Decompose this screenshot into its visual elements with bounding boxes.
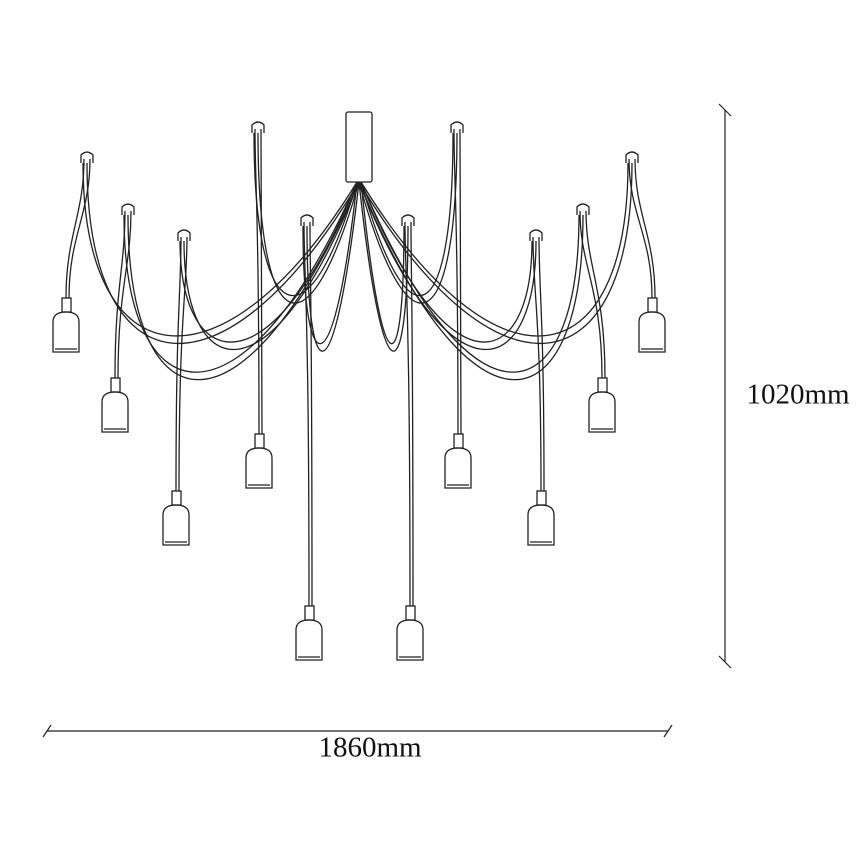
hook: [401, 214, 415, 226]
drop-cable: [410, 221, 414, 607]
dimension-tick: [42, 724, 52, 738]
cable: [183, 181, 360, 350]
socket: [101, 391, 129, 433]
socket: [295, 619, 323, 661]
drop-cable: [178, 236, 188, 492]
socket-neck: [254, 433, 265, 449]
socket-neck: [304, 605, 315, 621]
drop-cable: [585, 210, 606, 379]
hook: [450, 121, 464, 133]
height-label: 1020mm: [746, 379, 850, 411]
dimension-tick: [663, 724, 673, 738]
pendants: [52, 121, 666, 661]
drop-cable: [628, 158, 653, 299]
drop-cable: [260, 128, 263, 435]
socket-neck: [647, 297, 658, 313]
drop-cable: [579, 210, 603, 379]
socket-neck: [61, 297, 72, 313]
socket-neck: [536, 490, 547, 506]
drop-cable: [634, 158, 656, 299]
dimension-tick: [718, 103, 732, 117]
cable: [360, 181, 580, 373]
drop-cable: [114, 210, 126, 379]
hook: [625, 151, 639, 163]
hook: [80, 151, 94, 163]
drop-cable: [404, 221, 411, 607]
hook: [529, 229, 543, 241]
cable: [358, 162, 633, 344]
cable: [123, 181, 358, 373]
socket: [444, 447, 472, 489]
socket: [396, 619, 424, 661]
socket-neck: [405, 605, 416, 621]
socket: [638, 311, 666, 353]
drop-cable: [175, 236, 182, 492]
drop-cable: [538, 236, 545, 492]
drop-cable: [453, 128, 459, 435]
drop-cable: [303, 221, 310, 607]
socket: [588, 391, 616, 433]
socket-neck: [171, 490, 182, 506]
cable: [302, 181, 358, 345]
drop-cable: [68, 158, 91, 299]
drop-cable: [254, 128, 260, 435]
socket: [527, 504, 555, 546]
socket-neck: [597, 377, 608, 393]
drop-cable: [459, 128, 462, 435]
socket: [52, 311, 80, 353]
cable: [358, 181, 584, 381]
width-label: 1860mm: [318, 732, 422, 764]
hook: [300, 214, 314, 226]
cable: [86, 162, 360, 344]
socket-neck: [453, 433, 464, 449]
drop-cable: [532, 236, 542, 492]
drop-cable: [65, 158, 85, 299]
socket-neck: [110, 377, 121, 393]
dimension-tick: [718, 655, 732, 669]
socket: [162, 504, 190, 546]
hook: [177, 229, 191, 241]
cable: [360, 162, 629, 337]
hook: [251, 121, 265, 133]
cable: [360, 181, 405, 345]
socket: [245, 447, 273, 489]
hook: [121, 203, 135, 215]
hook: [576, 203, 590, 215]
cable: [360, 132, 454, 296]
drop-cable: [117, 210, 132, 379]
drop-cable: [309, 221, 313, 607]
cable: [82, 162, 358, 337]
canopy: [345, 111, 373, 183]
cable: [306, 181, 360, 352]
